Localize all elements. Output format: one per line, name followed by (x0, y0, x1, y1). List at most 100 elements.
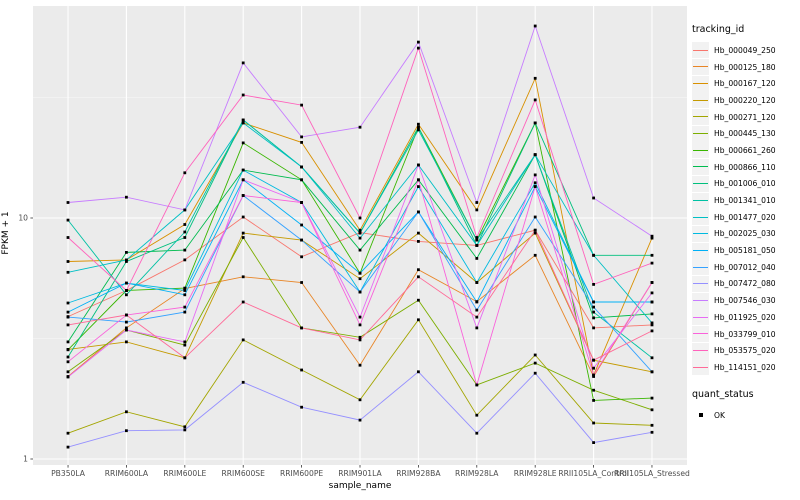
legend-entry-label: Hb_000271_120 (714, 112, 776, 122)
data-point (650, 234, 654, 238)
x-tick-label: RRIM600LE (163, 469, 206, 478)
data-point (417, 275, 420, 279)
data-point (650, 281, 654, 284)
data-point (358, 125, 362, 129)
data-point (417, 178, 420, 182)
legend-entry-label: OK (714, 410, 725, 420)
data-point (300, 178, 303, 182)
legend-entry-Hb_000167_120: Hb_000167_120 (692, 75, 798, 92)
legend-entry-Hb_000661_260: Hb_000661_260 (692, 142, 798, 159)
data-point (241, 380, 245, 384)
x-tick-label: RRIM928LE (514, 469, 557, 478)
data-point (358, 271, 362, 275)
legend-key-swatch-icon (692, 259, 709, 276)
legend-title-tracking-id: tracking_id (692, 24, 745, 35)
legend-entry-label: Hb_000049_250 (714, 45, 776, 55)
data-point (66, 260, 70, 263)
data-point (66, 370, 70, 374)
data-point (533, 371, 537, 375)
data-point (125, 340, 128, 344)
data-point (300, 405, 303, 409)
data-point (183, 258, 187, 262)
data-point (241, 168, 245, 172)
data-point (417, 40, 420, 44)
data-point (533, 231, 537, 235)
data-point (125, 410, 128, 414)
data-point (533, 181, 537, 185)
data-point (533, 253, 537, 257)
data-point (66, 270, 70, 274)
data-point (475, 315, 479, 319)
data-point (241, 141, 245, 145)
data-point (241, 118, 245, 122)
legend-entry-label: Hb_007546_030 (714, 296, 776, 306)
data-point (533, 24, 537, 28)
data-point (183, 171, 187, 175)
data-point (358, 363, 362, 367)
x-tick-label: RRIM600PE (280, 469, 323, 478)
legend-entry-Hb_001341_010: Hb_001341_010 (692, 192, 798, 209)
legend-key-swatch-icon (692, 292, 709, 309)
data-point (592, 373, 595, 377)
data-point (300, 135, 303, 139)
legend-entry-label: Hb_000445_130 (714, 129, 776, 139)
data-point (475, 244, 479, 247)
data-point (650, 300, 654, 304)
x-tick-label: RRIM901LA (338, 469, 382, 478)
x-axis-title: sample_name (328, 481, 392, 491)
data-point (125, 313, 128, 317)
data-point (592, 366, 595, 370)
data-point (592, 283, 595, 286)
data-point (358, 228, 362, 232)
data-point (66, 218, 70, 222)
legend-entry-Hb_005181_050: Hb_005181_050 (692, 242, 798, 259)
data-point (475, 413, 479, 417)
data-point (475, 238, 479, 242)
data-point (650, 291, 654, 295)
legend-entry-Hb_007472_080: Hb_007472_080 (692, 275, 798, 293)
legend-entry-Hb_001006_010: Hb_001006_010 (692, 175, 798, 193)
legend-key-swatch-icon (692, 209, 709, 226)
y-axis-title: FPKM + 1 (1, 211, 11, 255)
legend-entry-label: Hb_000661_260 (714, 145, 776, 155)
data-point (417, 163, 420, 167)
data-point (183, 356, 187, 360)
data-point (417, 298, 420, 302)
data-point (358, 398, 362, 402)
legend-title-quant-status: quant_status (692, 388, 754, 400)
data-point (417, 185, 420, 188)
data-point (125, 328, 128, 332)
legend-entry-Hb_000866_110: Hb_000866_110 (692, 159, 798, 176)
x-tick-label: RRII105LA_Stressed (614, 469, 690, 478)
legend-entry-label: Hb_000220_120 (714, 95, 776, 105)
data-point (300, 103, 303, 107)
data-point (475, 201, 479, 204)
data-point (358, 315, 362, 319)
data-point (533, 185, 537, 188)
data-point (475, 208, 479, 212)
data-point (66, 375, 70, 379)
data-point (533, 121, 537, 125)
x-tick-label: RRIM928BA (396, 469, 441, 478)
data-point (183, 428, 187, 432)
legend-key-swatch-icon (692, 192, 709, 209)
data-point (125, 195, 128, 199)
data-point (592, 196, 595, 200)
legend-entry-label: Hb_000125_180 (714, 62, 776, 72)
data-point (300, 255, 303, 259)
legend-entry-Hb_033799_010: Hb_033799_010 (692, 326, 798, 343)
legend-entry-label: Hb_007012_040 (714, 262, 776, 272)
data-point (592, 441, 595, 444)
data-point (183, 223, 187, 226)
legend-entry-label: Hb_001341_010 (714, 196, 776, 206)
legend-key-swatch-icon (692, 109, 709, 126)
legend-entry-label: Hb_000866_110 (714, 162, 776, 172)
data-point (358, 236, 362, 240)
data-point (417, 240, 420, 243)
legend-key-swatch-icon (692, 125, 709, 142)
data-point (183, 340, 187, 344)
legend-key-swatch-icon (692, 59, 709, 76)
legend-entry-Hb_007546_030: Hb_007546_030 (692, 292, 798, 309)
data-point (417, 125, 420, 129)
